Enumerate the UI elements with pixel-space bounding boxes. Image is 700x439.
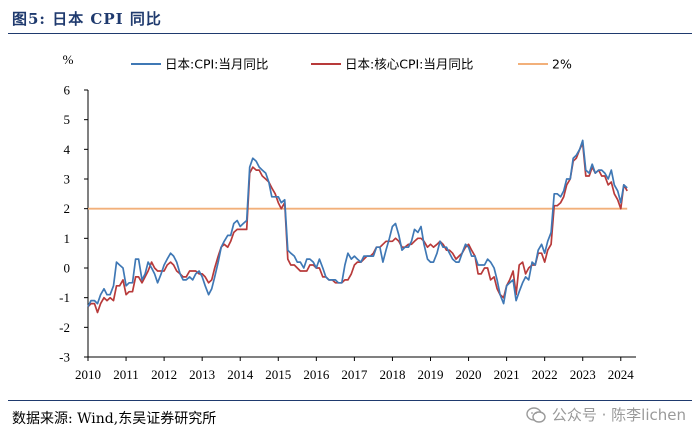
y-axis-unit-label: % (63, 52, 74, 67)
y-tick-label: -1 (59, 290, 70, 305)
x-tick-label: 2021 (494, 367, 520, 382)
title-rule (8, 33, 692, 34)
x-tick-label: 2017 (341, 367, 368, 382)
legend: 日本:CPI:当月同比 日本:核心CPI:当月同比 2% (131, 57, 572, 72)
y-axis: 6 5 4 3 2 1 0 -1 -2 -3 (59, 83, 89, 365)
x-tick-label: 2015 (265, 367, 291, 382)
y-tick-label: -2 (59, 320, 70, 335)
x-tick-label: 2010 (75, 367, 101, 382)
x-tick-label: 2024 (608, 367, 635, 382)
watermark-text: 公众号 · 陈李lichen (551, 406, 686, 424)
x-tick-label: 2023 (570, 367, 596, 382)
legend-item-2pct: 2% (518, 57, 572, 72)
legend-label: 日本:CPI:当月同比 (165, 57, 268, 72)
watermark: 公众号 · 陈李lichen (526, 404, 686, 425)
figure-title: 图5: 日本 CPI 同比 (12, 10, 162, 28)
y-tick-label: 4 (64, 142, 71, 157)
y-tick-label: 5 (64, 112, 71, 127)
x-axis: 2010 2011 2012 2013 2014 2015 2016 2017 2018 2019… (75, 356, 636, 382)
x-tick-label: 2020 (456, 367, 482, 382)
x-tick-label: 2014 (227, 367, 254, 382)
y-tick-label: -3 (59, 350, 70, 365)
x-tick-label: 2011 (113, 367, 139, 382)
y-tick-label: 0 (64, 261, 71, 276)
legend-label: 日本:核心CPI:当月同比 (345, 57, 473, 72)
legend-item-cpi: 日本:CPI:当月同比 (131, 57, 268, 72)
source-note: 数据来源: Wind,东吴证券研究所 (12, 411, 217, 427)
legend-item-core-cpi: 日本:核心CPI:当月同比 (311, 57, 473, 72)
y-tick-label: 3 (64, 172, 71, 187)
cpi-series-line (87, 139, 628, 307)
wechat-icon (526, 406, 546, 423)
x-tick-label: 2016 (303, 367, 330, 382)
y-tick-label: 1 (64, 231, 71, 246)
legend-label: 2% (552, 57, 572, 72)
x-tick-label: 2013 (189, 367, 215, 382)
x-tick-label: 2019 (418, 367, 444, 382)
y-tick-label: 6 (64, 83, 71, 98)
y-tick-label: 2 (64, 201, 71, 216)
x-tick-label: 2012 (151, 367, 177, 382)
core-cpi-series-line (87, 142, 628, 314)
x-tick-label: 2022 (532, 367, 558, 382)
x-tick-label: 2018 (379, 367, 405, 382)
series-lines (87, 139, 628, 314)
bottom-rule (8, 400, 692, 401)
